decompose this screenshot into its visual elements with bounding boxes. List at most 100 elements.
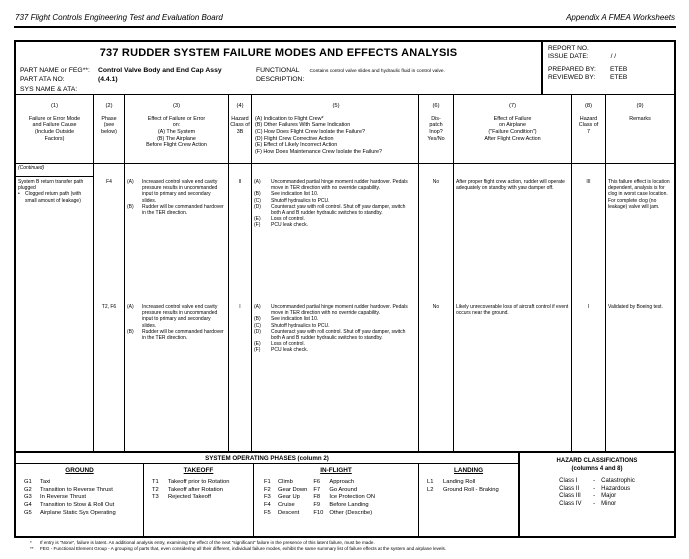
col-header-8: (8) Hazard Class of 7 [572, 95, 606, 163]
phases-inflight: IN-FLIGHT F1 Climb F2 Gear Down F3 Gear Up … [254, 464, 419, 536]
lettered-item: (B) Rudder will be commanded hardover in… [127, 329, 226, 341]
phase-label: Gear Down [278, 486, 308, 493]
functional-label-1: FUNCTIONAL [256, 67, 300, 74]
phase-code: F7 [313, 486, 321, 493]
col-7-title: Effect of Failure on Airplane ("Failure … [484, 115, 541, 142]
item-letter: (F) [254, 222, 261, 229]
lettered-item: (B) Rudder will be commanded hardover in… [127, 204, 226, 216]
row2-hazard-class-3b: I [229, 301, 252, 451]
item-letter: (A) [127, 303, 134, 310]
phase-code: F5 [264, 509, 271, 516]
item-text: Shutoff hydraulics to PCU. [271, 322, 330, 329]
col-9-number: (9) [636, 102, 644, 109]
hazard-class-label: Class II [559, 485, 580, 492]
failure-cause-text: Clogged return path (with small amount o… [25, 191, 82, 204]
hazard-subtitle: (columns 4 and 8) [571, 465, 623, 472]
phase-label: Other (Describe) [329, 509, 373, 516]
footnote: * If entry is "None", failure is latent.… [30, 540, 679, 546]
phase-label: In Reverse Thrust [40, 494, 86, 501]
col-header-5: (5) (A) Indication to Flight Crew* (B) O… [252, 95, 419, 163]
row2-failure-mode [16, 301, 94, 451]
phase-label: Ground Roll - Braking [443, 486, 499, 493]
header-rule [14, 26, 676, 28]
phase-item: F6 Approach [313, 479, 375, 487]
lettered-item: (B) See indication list 10. [254, 316, 416, 322]
footnotes: * If entry is "None", failure is latent.… [30, 540, 679, 552]
spacer-cell [94, 163, 125, 177]
lettered-item: (E) Loss of control. [254, 341, 416, 347]
col-6-number: (6) [432, 102, 440, 109]
col-1-number: (1) [50, 102, 59, 109]
lettered-item: (A) Uncommanded partial hinge moment rud… [254, 179, 416, 191]
phase-code: F1 [264, 478, 271, 485]
phase-code: L2 [427, 486, 434, 493]
part-ata-value: (4.4.1) [98, 76, 118, 83]
col-2-title: Phase (see below) [101, 115, 117, 135]
phase-code: G4 [24, 502, 32, 509]
item-text: Increased control valve end cavity press… [142, 178, 218, 204]
phase-label: Landing Roll [443, 478, 476, 485]
functional-description-value: Contains control valve slides and hydrau… [309, 69, 445, 74]
spacer-cell [252, 163, 419, 177]
running-header: 737 Flight Controls Engineering Test and… [15, 13, 675, 22]
phases-columns: GROUND G1 Taxi G2 Transition to Reverse Th… [16, 464, 518, 536]
row2-dispatch: No [419, 301, 454, 451]
issue-date-value: / / [610, 53, 617, 60]
lettered-item: (D) Counteract yaw with roll control. Sh… [254, 204, 416, 216]
item-text: Rudder will be commanded hardover in the… [142, 203, 224, 216]
item-letter: (B) [254, 316, 261, 323]
lettered-item: (F) PCU leak check. [254, 347, 416, 353]
reviewed-by-label: REVIEWED BY: [548, 74, 596, 81]
phase-item: F10 Other (Describe) [313, 510, 375, 518]
inflight-title: IN-FLIGHT [320, 467, 352, 474]
part-name-row: PART NAME or FEG**: Control Valve Body an… [20, 67, 539, 74]
hazard-class-desc: Major [601, 493, 617, 500]
hazard-classifications-box: HAZARD CLASSIFICATIONS (columns 4 and 8)… [518, 453, 674, 536]
spacer-cell [606, 164, 674, 177]
lettered-item: (B) See indication list 10. [254, 191, 416, 197]
fmea-table: 737 RUDDER SYSTEM FAILURE MODES AND EFFE… [14, 40, 676, 453]
row2-phase: T2, F6 [94, 301, 125, 451]
sys-name-row: SYS NAME & ATA: [20, 86, 539, 93]
title-block: 737 RUDDER SYSTEM FAILURE MODES AND EFFE… [16, 42, 674, 95]
phase-item: G4 Transition to Stow & Roll Out [24, 502, 143, 510]
phases-takeoff: TAKEOFF T1 Takeoff prior to Rotation T2 Ta… [144, 464, 254, 536]
col-7-number: (7) [508, 102, 517, 109]
phase-item: F7 Go Around [313, 487, 375, 495]
row1-failure-mode: System B return transfer path plugged • … [16, 176, 94, 302]
item-letter: (C) [254, 322, 261, 329]
item-text: Uncommanded partial hinge moment rudder … [271, 303, 408, 317]
item-letter: (D) [254, 328, 261, 335]
takeoff-title: TAKEOFF [183, 467, 214, 474]
row2-effect: (A) Increased control valve end cavity p… [125, 301, 229, 451]
phase-item: T1 Takeoff prior to Rotation [152, 479, 253, 487]
issue-date-row: ISSUE DATE: / / [548, 53, 670, 61]
phase-label: Ice Protection ON [329, 494, 376, 501]
failure-mode-title: System B return transfer path plugged [18, 178, 84, 192]
ground-title: GROUND [65, 467, 94, 474]
phase-label: Transition to Stow & Roll Out [40, 502, 115, 509]
phase-code: G3 [24, 494, 32, 501]
item-text: Shutoff hydraulics to PCU. [271, 197, 330, 204]
ground-list: G1 Taxi G2 Transition to Reverse Thrust G3… [16, 479, 143, 518]
hazard-separator: - [593, 478, 596, 485]
row2-effect-after: Likely unrecoverable loss of aircraft co… [454, 301, 572, 451]
phase-item: F2 Gear Down [264, 487, 307, 495]
hazard-class-label: Class III [559, 493, 581, 500]
reviewed-by-row: REVIEWED BY: ETEB [548, 74, 670, 82]
inflight-list-right: F6 Approach F7 Go Around F8 Ice Protection … [307, 479, 375, 518]
report-box: REPORT NO. ISSUE DATE: / / PREPARED BY: … [541, 42, 674, 94]
spacer-cell [572, 163, 606, 177]
item-text: Loss of control. [271, 341, 305, 348]
phase-code: F8 [313, 494, 321, 501]
prepared-by-label: PREPARED BY: [548, 66, 596, 73]
continued-note: (Continued) [16, 163, 94, 177]
col-header-7: (7) Effect of Failure on Airplane ("Fail… [454, 95, 572, 163]
footnote: ** FEG - Functional Element Group - A gr… [30, 546, 679, 552]
hazard-separator: - [593, 500, 596, 507]
failure-cause-bullet: • Clogged return path (with small amount… [18, 191, 91, 203]
operating-phases-section: SYSTEM OPERATING PHASES (column 2) GROUN… [14, 453, 676, 538]
spacer-cell [229, 163, 252, 177]
item-text: Rudder will be commanded hardover in the… [142, 328, 224, 341]
issue-date-label: ISSUE DATE: [548, 53, 589, 60]
